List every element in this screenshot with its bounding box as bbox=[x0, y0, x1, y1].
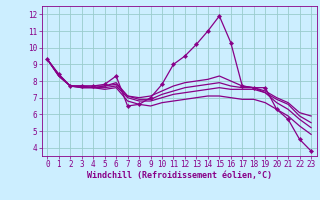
X-axis label: Windchill (Refroidissement éolien,°C): Windchill (Refroidissement éolien,°C) bbox=[87, 171, 272, 180]
